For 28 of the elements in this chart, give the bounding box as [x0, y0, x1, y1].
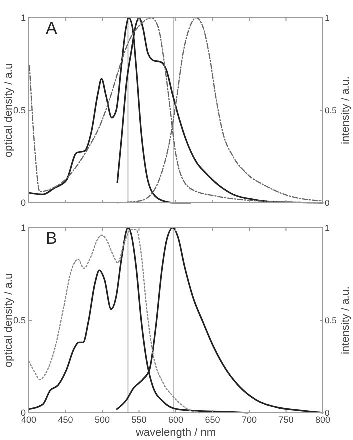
y2-tick-label: 1 [325, 223, 330, 233]
y-tick-label: 0 [20, 198, 26, 208]
y-tick-label: 0.5 [13, 316, 26, 326]
x-tick-label: 450 [58, 415, 74, 425]
x-tick-label: 800 [315, 415, 331, 425]
x-tick-label: 550 [132, 415, 147, 425]
x-tick-label: 400 [21, 415, 37, 425]
y-axis-title: optical density / a.u [3, 273, 15, 368]
x-axis-title: wavelength / nm [134, 427, 216, 439]
y-axis-title: optical density / a.u [3, 63, 15, 158]
x-tick-label: 650 [205, 415, 220, 425]
y2-tick-label: 0.5 [325, 106, 338, 116]
y2-tick-label: 0 [325, 198, 330, 208]
y-tick-label: 0.5 [13, 106, 26, 116]
annotation: B [46, 229, 58, 248]
y2-axis-title: intensity / a.u. [340, 76, 352, 144]
y2-axis-title: intensity / a.u. [340, 286, 352, 354]
x-tick-label: 500 [94, 415, 110, 425]
x-tick-label: 600 [168, 415, 184, 425]
y-tick-label: 0 [20, 408, 26, 418]
y2-tick-label: 0 [325, 408, 330, 418]
y-tick-label: 1 [20, 223, 26, 233]
x-tick-label: 700 [242, 415, 258, 425]
y-tick-label: 1 [20, 13, 26, 23]
annotation: A [46, 19, 58, 38]
y2-tick-label: 1 [325, 13, 330, 23]
y2-tick-label: 0.5 [325, 316, 338, 326]
x-tick-label: 750 [278, 415, 294, 425]
